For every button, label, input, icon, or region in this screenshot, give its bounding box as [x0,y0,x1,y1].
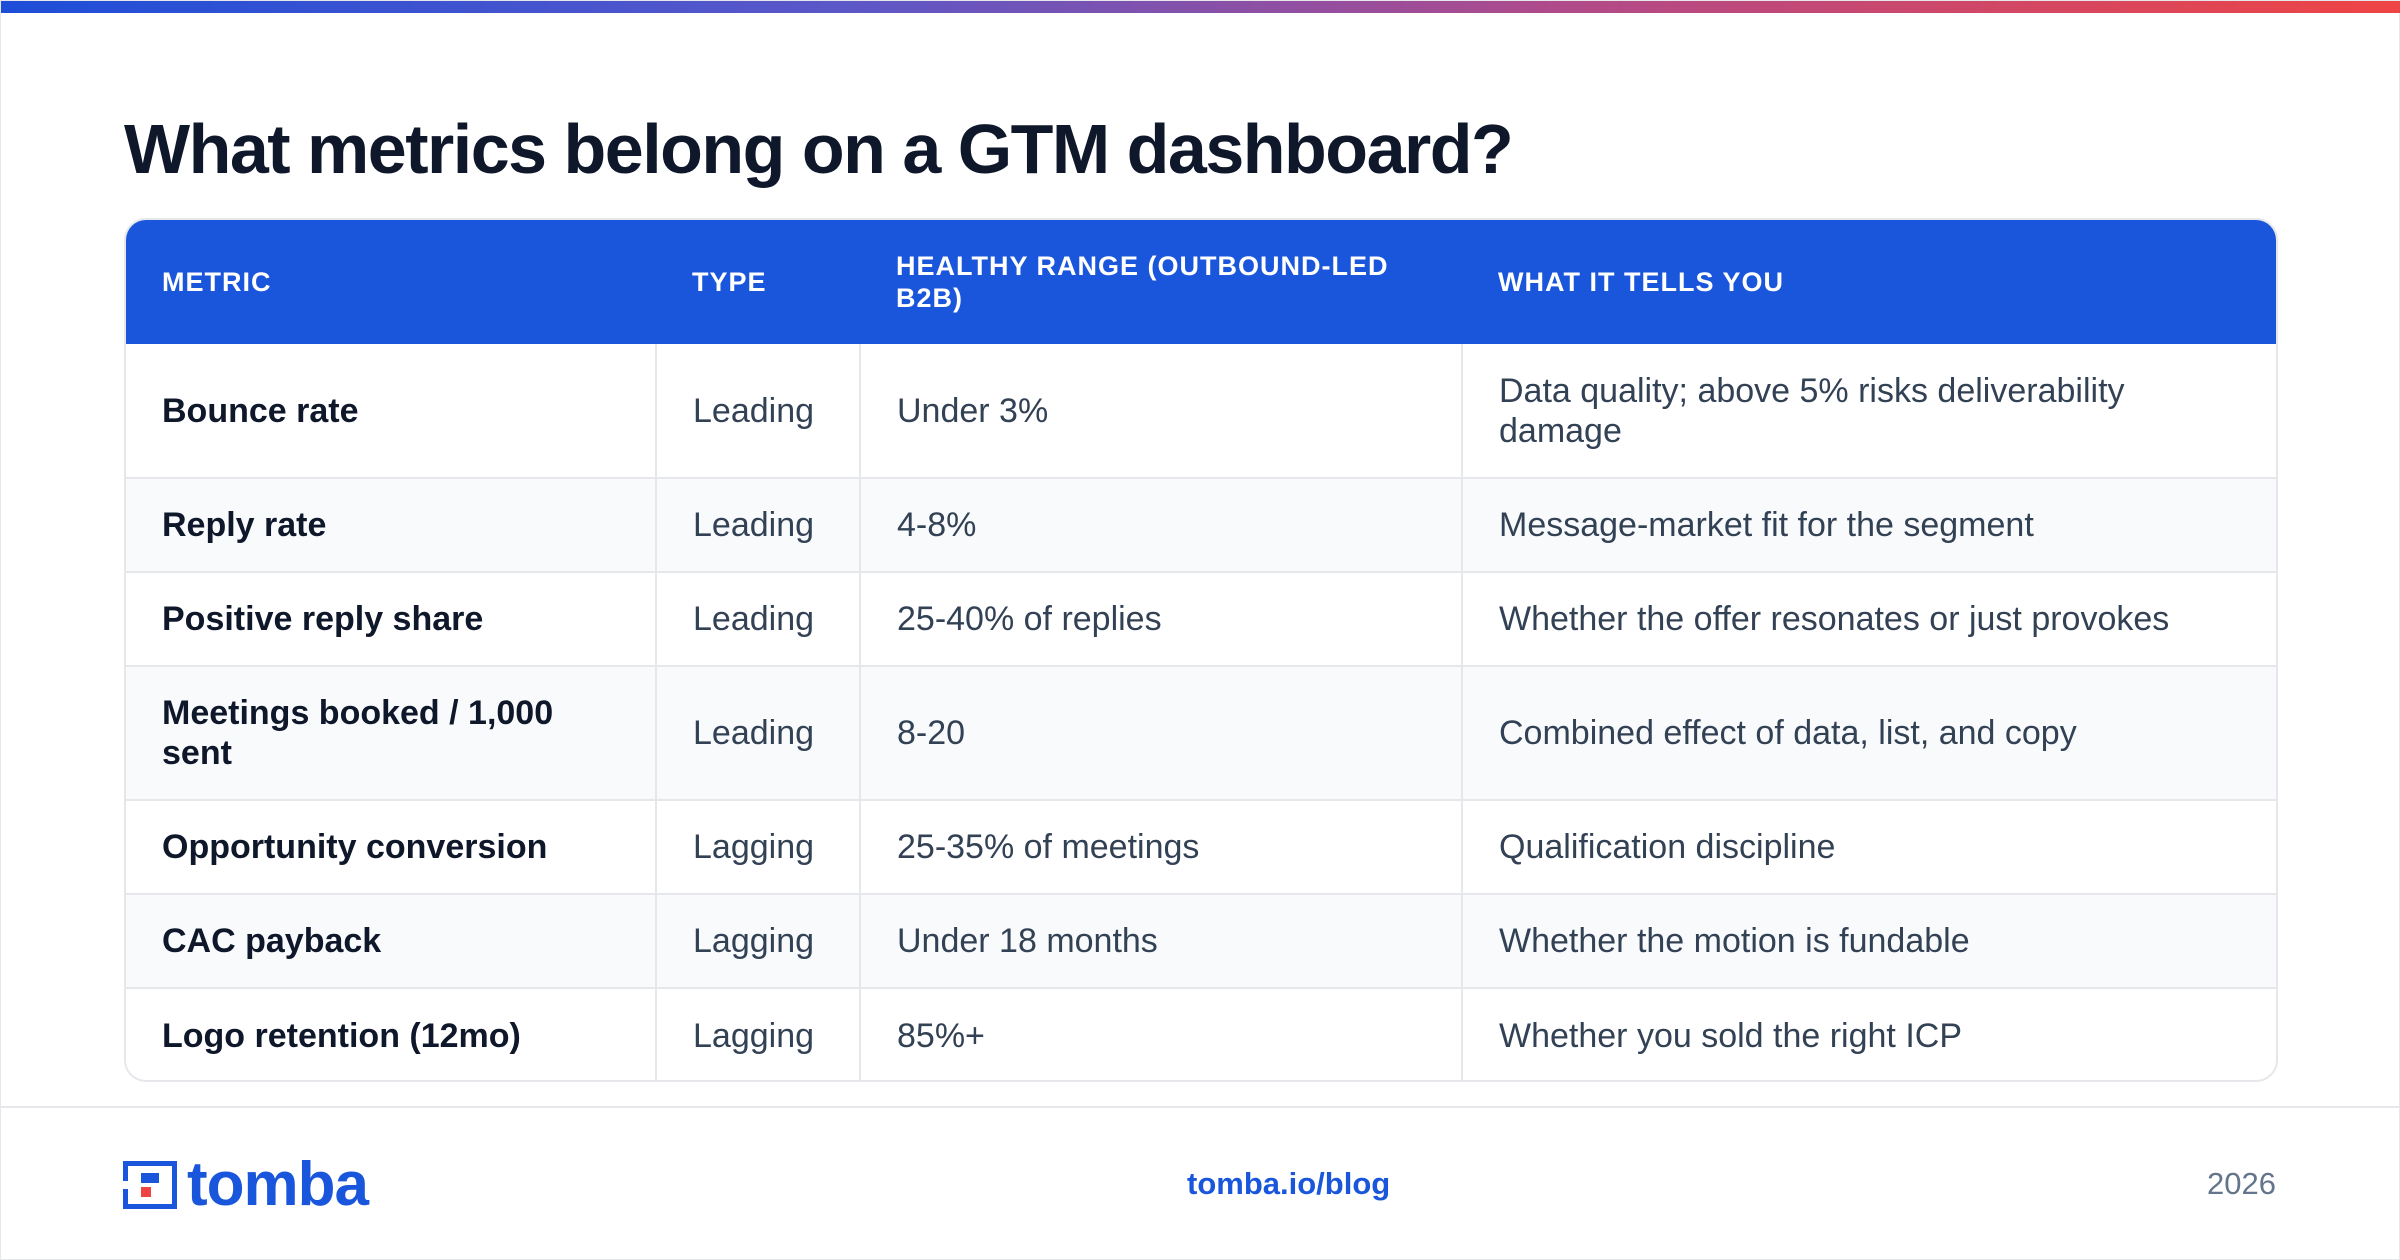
type-cell: Leading [655,344,860,478]
footer-year: 2026 [2207,1166,2276,1201]
range-cell: Under 18 months [859,893,1462,988]
meaning-cell: Combined effect of data, list, and copy [1461,665,2276,800]
footer-divider [1,1106,2400,1108]
type-cell: Leading [655,477,860,572]
type-cell: Lagging [655,987,860,1080]
metrics-table-grid: METRIC TYPE HEALTHY RANGE (OUTBOUND-LED … [126,220,2276,1080]
meaning-cell: Data quality; above 5% risks deliverabil… [1461,344,2276,478]
range-cell: 25-35% of meetings [859,799,1462,894]
range-cell: 8-20 [859,665,1462,800]
table-row: Bounce rate Leading Under 3% Data qualit… [126,344,2276,478]
header-healthy-range: HEALTHY RANGE (OUTBOUND-LED B2B) [896,251,1389,313]
range-cell: 25-40% of replies [859,571,1462,666]
table-row: CAC payback Lagging Under 18 months Whet… [126,893,2276,988]
table-row: Meetings booked / 1,000 sent Leading 8-2… [126,665,2276,800]
table-row: Opportunity conversion Lagging 25-35% of… [126,799,2276,894]
meaning-cell: Whether the offer resonates or just prov… [1461,571,2276,666]
header-metric: METRIC [162,267,272,297]
metrics-table: METRIC TYPE HEALTHY RANGE (OUTBOUND-LED … [124,218,2278,1082]
table-row: Logo retention (12mo) Lagging 85%+ Wheth… [126,987,2276,1080]
type-cell: Leading [655,571,860,666]
type-cell: Lagging [655,799,860,894]
meaning-cell: Whether you sold the right ICP [1461,987,2276,1080]
header-type: TYPE [692,267,767,297]
metric-cell: Meetings booked / 1,000 sent [126,665,656,800]
tomba-logo-mark-icon [123,1161,177,1209]
type-cell: Leading [655,665,860,800]
meaning-cell: Whether the motion is fundable [1461,893,2276,988]
logo-wordmark: tomba [187,1150,369,1219]
meaning-cell: Qualification discipline [1461,799,2276,894]
range-cell: 4-8% [859,477,1462,572]
table-row: Positive reply share Leading 25-40% of r… [126,571,2276,666]
metric-cell: Logo retention (12mo) [126,987,656,1080]
range-cell: Under 3% [859,344,1462,478]
table-row: Reply rate Leading 4-8% Message-market f… [126,477,2276,572]
table-header: METRIC TYPE HEALTHY RANGE (OUTBOUND-LED … [126,220,2276,344]
metric-cell: Opportunity conversion [126,799,656,894]
meaning-cell: Message-market fit for the segment [1461,477,2276,572]
table-body: Bounce rate Leading Under 3% Data qualit… [126,344,2276,1080]
blog-link[interactable]: tomba.io/blog [1187,1166,1391,1201]
header-row: METRIC TYPE HEALTHY RANGE (OUTBOUND-LED … [126,220,2276,344]
header-what-it-tells-you: WHAT IT TELLS YOU [1498,267,1784,297]
metric-cell: Reply rate [126,477,656,572]
gradient-top-bar [1,1,2400,13]
tomba-logo: tomba [123,1150,369,1219]
metric-cell: CAC payback [126,893,656,988]
page-title: What metrics belong on a GTM dashboard? [124,110,1514,188]
metric-cell: Positive reply share [126,571,656,666]
range-cell: 85%+ [859,987,1462,1080]
metric-cell: Bounce rate [162,391,359,430]
type-cell: Lagging [655,893,860,988]
